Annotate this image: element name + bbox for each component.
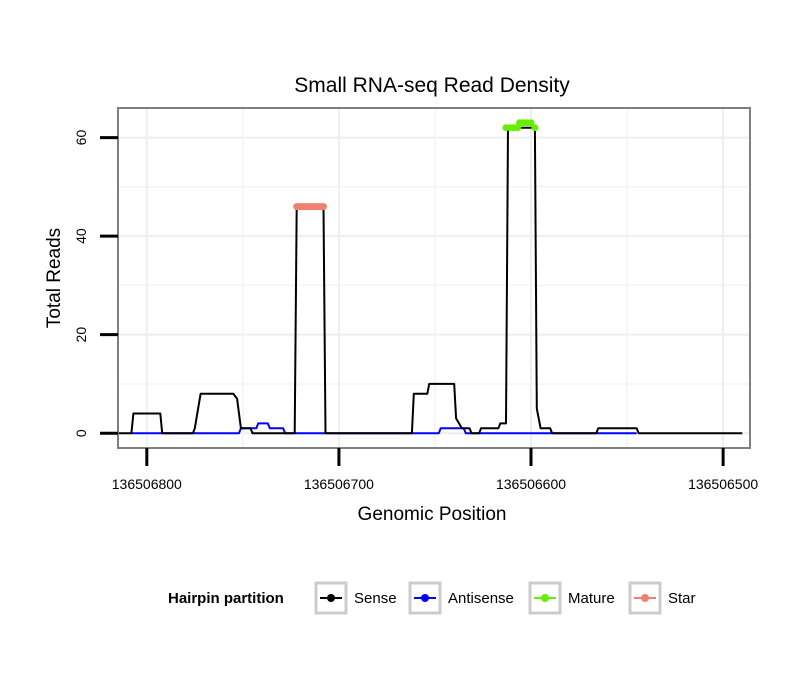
legend-key-point xyxy=(641,594,649,602)
legend-label: Mature xyxy=(568,590,615,607)
legend-key-point xyxy=(541,594,549,602)
grid-lines xyxy=(118,108,750,448)
series-line-sense xyxy=(116,126,743,435)
x-tick-label: 136506600 xyxy=(496,476,566,492)
y-tick-label: 20 xyxy=(73,327,89,343)
data-point-mature xyxy=(527,119,535,127)
series-layer xyxy=(116,119,743,435)
data-point-mature xyxy=(531,124,539,132)
legend-item-sense: Sense xyxy=(314,581,397,615)
x-tick-label: 136506700 xyxy=(304,476,374,492)
legend-label: Antisense xyxy=(448,590,514,607)
y-tick-label: 40 xyxy=(73,228,89,244)
legend-key-point xyxy=(327,594,335,602)
legend-label: Sense xyxy=(354,590,397,607)
chart-title: Small RNA-seq Read Density xyxy=(294,74,570,97)
legend-item-mature: Mature xyxy=(528,581,615,615)
x-tick-label: 136506800 xyxy=(112,476,182,492)
plot-background xyxy=(118,108,750,448)
legend-item-star: Star xyxy=(628,581,696,615)
data-point-star xyxy=(320,203,327,211)
legend-title: Hairpin partition xyxy=(168,590,284,607)
x-axis-label: Genomic Position xyxy=(358,504,507,525)
legend: Hairpin partition Sense Antisense Mature Sta… xyxy=(168,581,696,615)
x-tick-label: 136506500 xyxy=(688,476,758,492)
plot-area xyxy=(118,108,750,448)
axes: 136506800 136506700 136506600 136506500 0 20 4… xyxy=(73,130,758,492)
y-axis-label: Total Reads xyxy=(44,228,65,328)
plot-border xyxy=(117,107,751,449)
legend-label: Star xyxy=(668,590,696,607)
y-tick-label: 0 xyxy=(73,429,89,437)
legend-item-antisense: Antisense xyxy=(408,581,514,615)
plot-frame xyxy=(117,107,751,449)
legend-key-point xyxy=(421,594,429,602)
y-tick-label: 60 xyxy=(73,130,89,146)
